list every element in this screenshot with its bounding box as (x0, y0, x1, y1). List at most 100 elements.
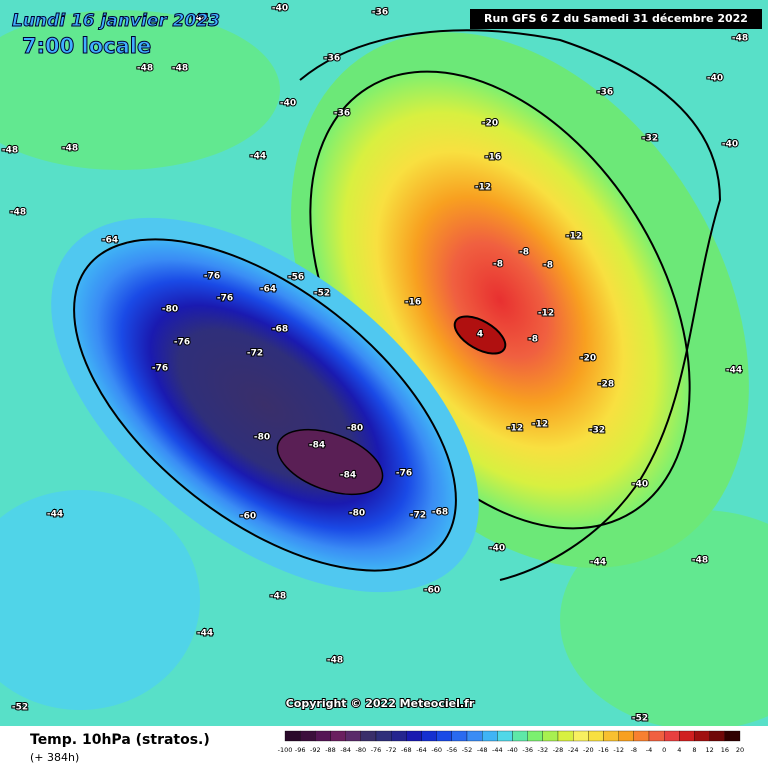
contour-label: -36 (324, 54, 340, 64)
legend-swatch (573, 730, 589, 742)
contour-label: -8 (543, 261, 553, 271)
contour-label: -36 (597, 88, 613, 98)
contour-label: -16 (405, 298, 421, 308)
legend-swatch (603, 730, 619, 742)
legend-swatch (391, 730, 407, 742)
run-banner (470, 9, 762, 29)
legend-swatch (709, 730, 725, 742)
contour-label: -12 (507, 424, 523, 434)
legend-tick-label: -92 (310, 746, 321, 754)
contour-label: -48 (732, 34, 748, 44)
legend-tick-label: -8 (631, 746, 637, 754)
contour-label: -64 (102, 236, 118, 246)
contour-label: -36 (372, 8, 388, 18)
contour-label: -76 (204, 272, 220, 282)
legend-tick-label: -4 (646, 746, 652, 754)
legend-swatch (648, 730, 665, 742)
legend-tick-label: -72 (386, 746, 397, 754)
contour-label: -44 (192, 14, 208, 24)
contour-label: -44 (250, 152, 266, 162)
contour-label: -84 (309, 441, 325, 451)
forecast-lead: (+ 384h) (30, 751, 79, 764)
legend-tick-label: 16 (721, 746, 729, 754)
legend-tick-label: -100 (278, 746, 293, 754)
legend-swatch (360, 730, 377, 742)
contour-label: -64 (260, 285, 276, 295)
legend-swatch (300, 730, 316, 742)
contour-label: -60 (240, 512, 256, 522)
contour-label: -52 (12, 703, 28, 713)
contour-label: -8 (519, 248, 529, 258)
legend-swatch (588, 730, 604, 742)
contour-label: -12 (532, 420, 548, 430)
contour-label: -40 (707, 74, 723, 84)
contour-label: -20 (580, 354, 596, 364)
contour-label: -52 (314, 289, 330, 299)
legend-swatch (512, 730, 528, 742)
legend-swatch (421, 730, 437, 742)
contour-label: -72 (410, 511, 426, 521)
contour-label: -80 (347, 424, 363, 434)
legend-tick-label: 12 (706, 746, 714, 754)
legend-swatch (542, 730, 559, 742)
contour-label: -32 (642, 134, 658, 144)
legend-tick-label: -56 (447, 746, 458, 754)
contour-label: -76 (217, 294, 233, 304)
contour-label: -12 (566, 232, 582, 242)
contour-label: 4 (477, 330, 483, 340)
contour-label: -84 (340, 471, 356, 481)
legend-swatch (482, 730, 498, 742)
legend-tick-label: -68 (401, 746, 412, 754)
contour-label: -48 (137, 64, 153, 74)
legend-tick-label: -24 (568, 746, 579, 754)
contour-label: -20 (482, 119, 498, 129)
contour-label: -44 (47, 510, 63, 520)
copyright: Copyright © 2022 Meteociel.fr (286, 697, 475, 710)
legend-swatch (724, 730, 741, 742)
contour-label: -76 (396, 469, 412, 479)
contour-label: -80 (349, 509, 365, 519)
legend-tick-label: -28 (553, 746, 564, 754)
legend-tick-label: -76 (371, 746, 382, 754)
legend-swatch (466, 730, 483, 742)
contour-label: -8 (493, 260, 503, 270)
legend-tick-label: -12 (613, 746, 624, 754)
contour-label: -12 (475, 183, 491, 193)
legend-tick-label: -52 (462, 746, 473, 754)
contour-label: -40 (632, 480, 648, 490)
legend-swatch (451, 730, 468, 742)
legend-swatch (406, 730, 422, 742)
legend-swatch (497, 730, 513, 742)
legend-tick-label: -40 (507, 746, 518, 754)
legend-tick-label: -32 (538, 746, 549, 754)
contour-label: -56 (288, 273, 304, 283)
contour-label: -40 (722, 140, 738, 150)
legend-tick-label: -16 (598, 746, 609, 754)
legend-swatch (527, 730, 543, 742)
contour-label: -44 (197, 629, 213, 639)
forecast-date: Lundi 16 janvier 2023 (12, 11, 220, 31)
footer-title: Temp. 10hPa (stratos.) (30, 732, 210, 748)
contour-label: -48 (10, 208, 26, 218)
legend-tick-label: 20 (736, 746, 744, 754)
legend-tick-label: -60 (431, 746, 442, 754)
legend-tick-label: -64 (416, 746, 427, 754)
legend-swatch (679, 730, 695, 742)
legend-swatch (694, 730, 710, 742)
contour-label: -44 (726, 366, 742, 376)
legend-tick-label: -88 (325, 746, 336, 754)
legend-tick-label: -20 (583, 746, 594, 754)
contour-label: -52 (632, 714, 648, 724)
legend-tick-label: -84 (340, 746, 351, 754)
legend-tick-label: -48 (477, 746, 488, 754)
contour-label: -16 (485, 153, 501, 163)
contour-label: -68 (432, 508, 448, 518)
legend-tick-label: -36 (522, 746, 533, 754)
contour-label: -44 (590, 558, 606, 568)
color-legend: -100 -96 -92 -88 -84 -80 -76 -72 -68 -64 -60 -56 -52… (278, 730, 744, 754)
run-info: Run GFS 6 Z du Samedi 31 décembre 2022 (484, 12, 748, 25)
legend-swatch (330, 730, 346, 742)
contour-label: -80 (254, 433, 270, 443)
contour-label: -48 (692, 556, 708, 566)
